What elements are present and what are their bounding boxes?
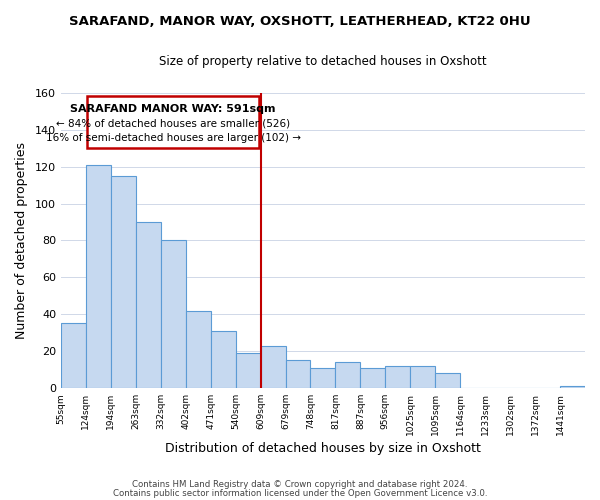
Bar [86,165,111,388]
Text: 16% of semi-detached houses are larger (102) →: 16% of semi-detached houses are larger (… [46,133,301,143]
Bar [335,362,361,388]
Bar [136,222,161,388]
Text: ← 84% of detached houses are smaller (526): ← 84% of detached houses are smaller (52… [56,118,290,128]
Text: Contains HM Land Registry data © Crown copyright and database right 2024.: Contains HM Land Registry data © Crown c… [132,480,468,489]
Text: Contains public sector information licensed under the Open Government Licence v3: Contains public sector information licen… [113,489,487,498]
Bar [211,331,236,388]
Bar [87,96,259,148]
Bar [161,240,186,388]
Bar [560,386,585,388]
Bar [186,310,211,388]
Bar [111,176,136,388]
Text: SARAFAND MANOR WAY: 591sqm: SARAFAND MANOR WAY: 591sqm [70,104,276,115]
X-axis label: Distribution of detached houses by size in Oxshott: Distribution of detached houses by size … [165,442,481,455]
Title: Size of property relative to detached houses in Oxshott: Size of property relative to detached ho… [159,55,487,68]
Bar [61,324,86,388]
Bar [310,368,335,388]
Text: SARAFAND, MANOR WAY, OXSHOTT, LEATHERHEAD, KT22 0HU: SARAFAND, MANOR WAY, OXSHOTT, LEATHERHEA… [69,15,531,28]
Bar [385,366,410,388]
Bar [361,368,385,388]
Y-axis label: Number of detached properties: Number of detached properties [15,142,28,339]
Bar [260,346,286,388]
Bar [286,360,310,388]
Bar [410,366,435,388]
Bar [236,353,260,388]
Bar [435,374,460,388]
